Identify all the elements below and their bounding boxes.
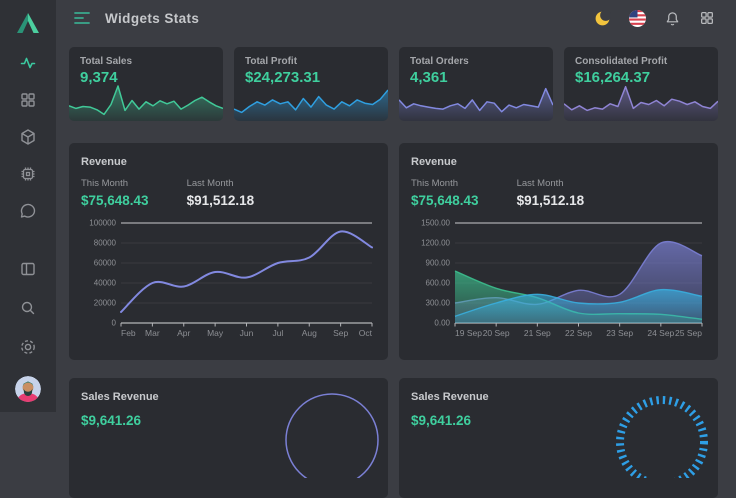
header-actions xyxy=(593,9,716,27)
stat-value: $24,273.31 xyxy=(245,69,321,86)
settings-icon[interactable] xyxy=(11,337,45,357)
last-month-label: Last Month xyxy=(516,178,564,189)
package-icon[interactable] xyxy=(11,127,45,147)
header: Widgets Stats xyxy=(56,0,736,36)
svg-text:19 Sep: 19 Sep xyxy=(455,328,482,338)
last-month-value: $91,512.18 xyxy=(516,193,585,208)
svg-text:22 Sep: 22 Sep xyxy=(565,328,592,338)
bell-icon[interactable] xyxy=(663,9,681,27)
this-month-label: This Month xyxy=(81,178,128,189)
svg-text:0: 0 xyxy=(112,319,117,328)
svg-text:23 Sep: 23 Sep xyxy=(606,328,633,338)
card-title: Sales Revenue xyxy=(411,391,489,403)
this-month-value: $75,648.43 xyxy=(81,193,149,208)
svg-text:Jun: Jun xyxy=(240,328,254,338)
last-month-value: $91,512.18 xyxy=(186,193,255,208)
card-title: Revenue xyxy=(81,156,127,168)
revenue-row: Revenue This Month $75,648.43 Last Month… xyxy=(69,143,718,360)
sales-revenue-card: Sales Revenue $9,641.26 xyxy=(399,378,718,498)
svg-text:0.00: 0.00 xyxy=(434,319,450,328)
stat-card-total-orders: Total Orders 4,361 xyxy=(399,47,553,121)
svg-text:25 Sep: 25 Sep xyxy=(675,328,702,338)
content: Total Sales 9,374 Total Profit $24,273.3… xyxy=(56,36,736,498)
revenue-line-chart: 0 20000 40000 60000 80000 100000 Feb Mar Apr May J… xyxy=(89,219,373,338)
card-title: Sales Revenue xyxy=(81,391,159,403)
svg-text:Feb: Feb xyxy=(121,328,136,338)
layout-icon[interactable] xyxy=(11,259,45,279)
svg-text:20 Sep: 20 Sep xyxy=(483,328,510,338)
svg-text:1500.00: 1500.00 xyxy=(421,219,450,228)
sparkline-chart xyxy=(564,85,718,121)
revenue-summary: This Month $75,648.43 Last Month $91,512… xyxy=(69,168,388,208)
svg-text:Oct: Oct xyxy=(359,328,373,338)
this-month-value: $75,648.43 xyxy=(411,193,479,208)
svg-text:Sep: Sep xyxy=(333,328,348,338)
moon-icon[interactable] xyxy=(593,9,611,27)
sidebar-nav xyxy=(11,53,45,221)
sidebar-bottom xyxy=(11,259,45,412)
svg-text:May: May xyxy=(207,328,224,338)
apps-grid-icon[interactable] xyxy=(11,90,45,110)
svg-text:Apr: Apr xyxy=(177,328,190,338)
svg-text:600.00: 600.00 xyxy=(426,279,451,288)
svg-text:300.00: 300.00 xyxy=(426,299,451,308)
revenue-card-area: Revenue This Month $75,648.43 Last Month… xyxy=(399,143,718,360)
page-title: Widgets Stats xyxy=(105,10,200,26)
svg-text:20000: 20000 xyxy=(94,299,117,308)
tick-gauge xyxy=(616,396,708,478)
svg-text:Jul: Jul xyxy=(272,328,283,338)
svg-text:900.00: 900.00 xyxy=(426,259,451,268)
this-month-label: This Month xyxy=(411,178,458,189)
stat-value: $16,264.37 xyxy=(575,69,651,86)
svg-text:21 Sep: 21 Sep xyxy=(524,328,551,338)
svg-text:60000: 60000 xyxy=(94,259,117,268)
svg-text:24 Sep: 24 Sep xyxy=(647,328,674,338)
stat-card-consolidated-profit: Consolidated Profit $16,264.37 xyxy=(564,47,718,121)
svg-text:40000: 40000 xyxy=(94,279,117,288)
stat-label: Total Orders xyxy=(410,56,469,67)
stat-label: Total Sales xyxy=(80,56,133,67)
stats-row: Total Sales 9,374 Total Profit $24,273.3… xyxy=(69,47,718,121)
main-area: Widgets Stats xyxy=(56,0,736,498)
sparkline-chart xyxy=(234,89,388,121)
stat-card-total-sales: Total Sales 9,374 xyxy=(69,47,223,121)
sales-revenue-card: Sales Revenue $9,641.26 xyxy=(69,378,388,498)
svg-text:80000: 80000 xyxy=(94,239,117,248)
last-month-label: Last Month xyxy=(186,178,234,189)
stat-value: 4,361 xyxy=(410,69,448,86)
svg-text:Aug: Aug xyxy=(302,328,317,338)
us-flag-icon[interactable] xyxy=(628,9,646,27)
user-avatar[interactable] xyxy=(15,376,41,402)
revenue-card-line: Revenue This Month $75,648.43 Last Month… xyxy=(69,143,388,360)
revenue-area-chart: 0.00 300.00 600.00 900.00 1200.00 1500.00 19 S… xyxy=(421,219,703,338)
apps-grid-icon[interactable] xyxy=(698,9,716,27)
stat-value: 9,374 xyxy=(80,69,118,86)
svg-text:100000: 100000 xyxy=(89,219,116,228)
stat-card-total-profit: Total Profit $24,273.31 xyxy=(234,47,388,121)
cpu-icon[interactable] xyxy=(11,164,45,184)
stat-label: Consolidated Profit xyxy=(575,56,668,67)
activity-icon[interactable] xyxy=(11,53,45,73)
sparkline-chart xyxy=(399,87,553,121)
svg-text:1200.00: 1200.00 xyxy=(421,239,450,248)
triangle-logo[interactable] xyxy=(15,7,41,39)
donut-gauge xyxy=(285,393,379,478)
search-icon[interactable] xyxy=(11,298,45,318)
chat-icon[interactable] xyxy=(11,201,45,221)
sidebar xyxy=(0,0,56,412)
revenue-summary: This Month $75,648.43 Last Month $91,512… xyxy=(399,168,718,208)
sales-revenue-row: Sales Revenue $9,641.26 Sales Revenue $9… xyxy=(69,378,718,498)
stat-label: Total Profit xyxy=(245,56,298,67)
sparkline-chart xyxy=(69,85,223,121)
card-title: Revenue xyxy=(411,156,457,168)
svg-text:Mar: Mar xyxy=(145,328,160,338)
hamburger-menu-icon[interactable] xyxy=(74,11,90,25)
